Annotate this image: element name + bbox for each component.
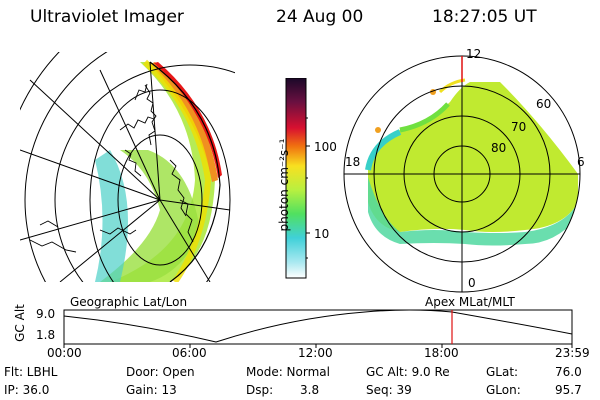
dsp-label: Dsp: — [246, 383, 274, 397]
geographic-map — [20, 52, 235, 282]
observation-time: 18:27:05 UT — [432, 7, 537, 27]
time-tick-0600: 06:00 — [172, 346, 207, 360]
instrument-title: Ultraviolet Imager — [30, 7, 184, 27]
color-scale-bar — [285, 78, 310, 279]
colorbar-tick-100: 100 — [314, 140, 337, 154]
glon-value: 95.7 — [555, 383, 582, 397]
colorbar-unit-label: photon cm⁻²s⁻¹ — [277, 138, 291, 232]
mode-value: Mode: Normal — [246, 365, 330, 379]
altitude-ylabel: GC Alt — [13, 304, 27, 342]
mlat-label-80: 80 — [491, 141, 507, 155]
colorbar-tick-10: 10 — [314, 227, 330, 241]
time-tick-1800: 18:00 — [424, 346, 459, 360]
mlt-label-12: 12 — [466, 47, 482, 61]
time-tick-0000: 00:00 — [47, 346, 82, 360]
geo-map-label: Geographic Lat/Lon — [70, 295, 188, 309]
observation-date: 24 Aug 00 — [276, 7, 364, 27]
altitude-curve — [63, 309, 573, 343]
earth-limb — [149, 61, 221, 282]
glat-label: GLat: — [486, 365, 519, 379]
gc-altitude: GC Alt: 9.0 Re — [366, 365, 450, 379]
mlat-label-70: 70 — [511, 120, 527, 134]
altitude-ytick-1-8: 1.8 — [36, 328, 56, 342]
coastlines — [29, 83, 194, 253]
altitude-ytick-9: 9.0 — [36, 307, 56, 321]
time-tick-2359: 23:59 — [555, 346, 590, 360]
dsp-value: 3.8 — [300, 383, 320, 397]
mlt-label-0: 0 — [468, 276, 476, 290]
mlat-label-60: 60 — [536, 97, 552, 111]
glat-value: 76.0 — [555, 365, 582, 379]
polar-plot — [343, 55, 581, 293]
polar-plot-label: Apex MLat/MLT — [425, 295, 515, 309]
glon-label: GLon: — [486, 383, 521, 397]
ip-value: IP: 36.0 — [4, 383, 50, 397]
sequence-number: Seq: 39 — [366, 383, 412, 397]
door-status: Door: Open — [126, 365, 195, 379]
altitude-timeline — [63, 309, 573, 348]
flight-filter: Flt: LBHL — [4, 365, 58, 379]
polar-aurora — [368, 82, 578, 232]
mlt-label-6: 6 — [577, 155, 585, 169]
time-tick-1200: 12:00 — [298, 346, 333, 360]
gain-value: Gain: 13 — [126, 383, 177, 397]
mlt-label-18: 18 — [345, 155, 361, 169]
